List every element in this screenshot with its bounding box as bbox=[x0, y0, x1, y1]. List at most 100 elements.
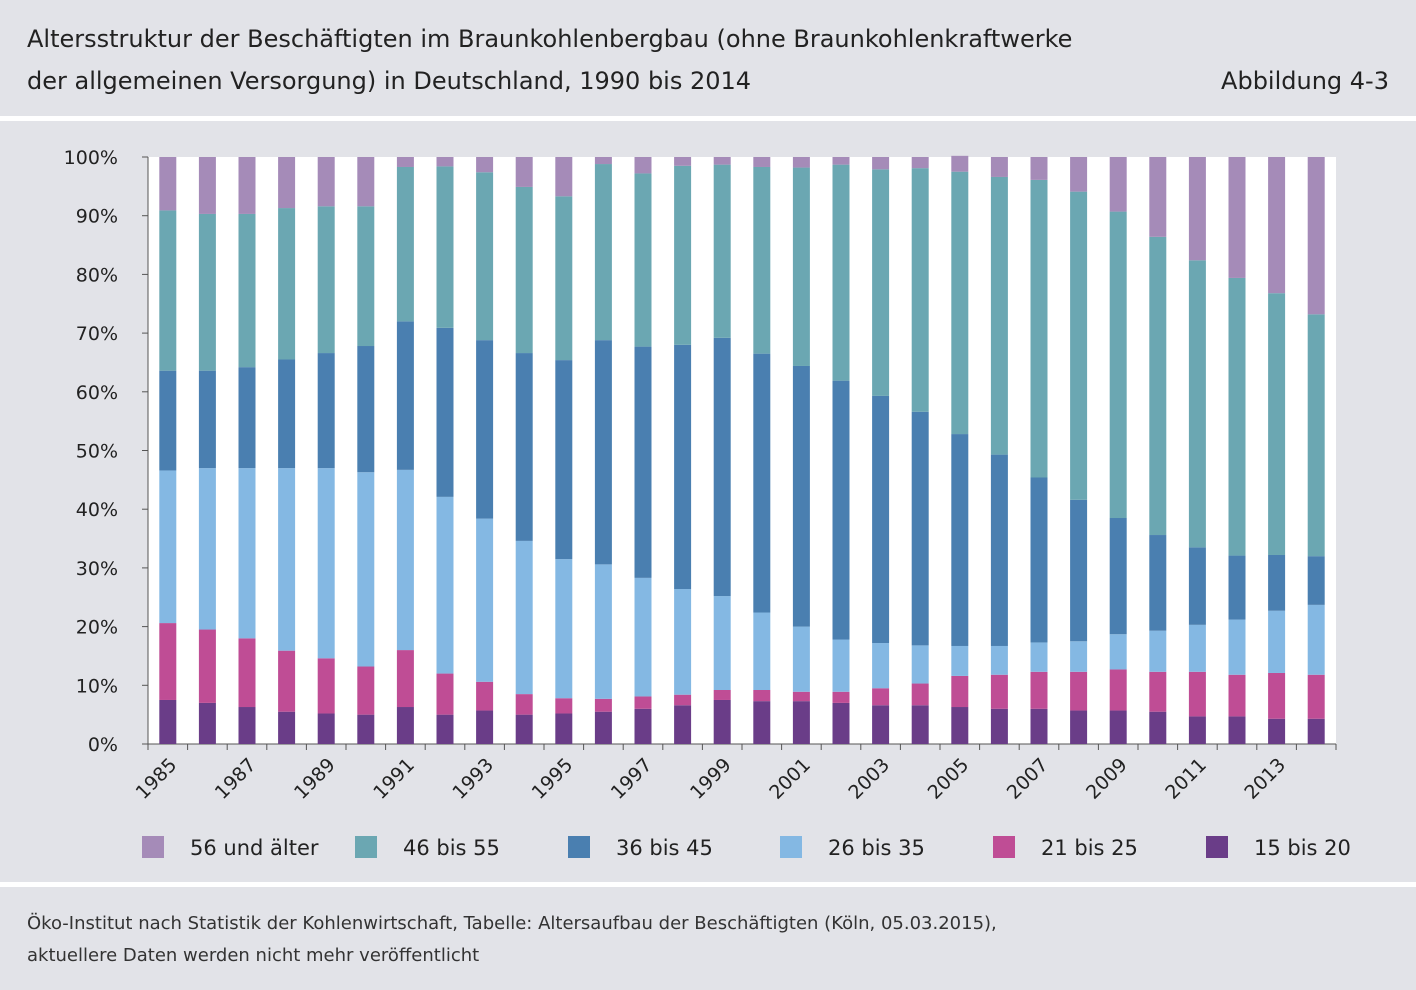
bar-segment bbox=[674, 165, 692, 345]
bar-segment bbox=[357, 666, 375, 715]
stacked-bar-chart: 0% 10% 20% 30% 40% 50% 60% 70% 80% 90% 100% 1985 198… bbox=[64, 147, 1351, 860]
bar-segment bbox=[911, 157, 929, 169]
bar-segment bbox=[159, 157, 177, 211]
legend-label: 21 bis 25 bbox=[1041, 836, 1138, 860]
bar-segment bbox=[792, 167, 810, 366]
legend-swatch bbox=[993, 836, 1015, 858]
y-tick-label: 50% bbox=[76, 441, 118, 463]
bar-segment bbox=[278, 711, 296, 744]
bar-segment bbox=[634, 708, 652, 744]
x-tick-label: 2013 bbox=[1240, 754, 1290, 804]
x-tick-label: 2007 bbox=[1003, 754, 1053, 804]
bar-segment bbox=[753, 701, 771, 744]
bar-segment bbox=[476, 518, 494, 682]
legend-label: 56 und älter bbox=[190, 836, 319, 860]
bar-segment bbox=[159, 470, 177, 624]
bar-segment bbox=[515, 186, 533, 354]
bar-segment bbox=[1070, 671, 1088, 711]
bar-segment bbox=[634, 577, 652, 697]
x-tick-label: 1989 bbox=[290, 754, 340, 804]
y-tick-label: 20% bbox=[76, 617, 118, 639]
bar-segment bbox=[1307, 604, 1325, 675]
figure-label: Abbildung 4-3 bbox=[1221, 67, 1389, 95]
bar-segment bbox=[951, 171, 969, 435]
bar-segment bbox=[357, 206, 375, 347]
source-line-2: aktuellere Daten werden nicht mehr veröf… bbox=[27, 945, 480, 966]
x-tick-label: 2003 bbox=[844, 754, 894, 804]
bar-segment bbox=[1307, 157, 1325, 315]
bar-segment bbox=[1268, 293, 1286, 555]
x-tick-label: 1987 bbox=[211, 754, 261, 804]
bar-segment bbox=[278, 359, 296, 469]
bar-segment bbox=[476, 157, 494, 173]
y-tick-label: 40% bbox=[76, 499, 118, 521]
bar-segment bbox=[713, 689, 731, 700]
bar-segment bbox=[476, 340, 494, 519]
bar-segment bbox=[1268, 718, 1286, 744]
bar-segment bbox=[357, 346, 375, 473]
x-tick-label: 2011 bbox=[1161, 754, 1211, 804]
bar-segment bbox=[238, 213, 256, 368]
bar-segment bbox=[634, 346, 652, 578]
bar-segment bbox=[713, 157, 731, 165]
bar-segment bbox=[238, 367, 256, 469]
y-tick-label: 30% bbox=[76, 558, 118, 580]
legend-label: 46 bis 55 bbox=[403, 836, 500, 860]
bar-segment bbox=[911, 705, 929, 744]
chart-title-line-1: Altersstruktur der Beschäftigten im Brau… bbox=[27, 25, 1073, 53]
bar-segment bbox=[1070, 499, 1088, 642]
bar-segment bbox=[317, 353, 335, 469]
bar-segment bbox=[792, 626, 810, 692]
bar-segment bbox=[1188, 547, 1206, 625]
legend-swatch bbox=[142, 836, 164, 858]
bar-segment bbox=[1109, 211, 1127, 519]
bar-segment bbox=[792, 365, 810, 627]
bar-segment bbox=[674, 157, 692, 166]
bar-segment bbox=[1307, 674, 1325, 719]
bar-segment bbox=[634, 173, 652, 347]
bar-segment bbox=[317, 713, 335, 744]
bar-segment bbox=[396, 469, 414, 651]
bar-segment bbox=[476, 681, 494, 711]
bar-segment bbox=[1030, 671, 1048, 709]
bar-segment bbox=[1228, 619, 1246, 675]
bar-segment bbox=[832, 164, 850, 381]
x-tick-label: 1991 bbox=[369, 754, 419, 804]
bar-segment bbox=[238, 468, 256, 639]
bar-segment bbox=[1030, 477, 1048, 643]
source-line-1: Öko-Institut nach Statistik der Kohlenwi… bbox=[27, 913, 997, 934]
bar-segment bbox=[832, 157, 850, 165]
bar-segment bbox=[396, 650, 414, 708]
bar-segment bbox=[317, 468, 335, 659]
bar-segment bbox=[436, 327, 454, 497]
x-tick-label: 1997 bbox=[607, 754, 657, 804]
bar-segment bbox=[1149, 535, 1167, 631]
bar-segment bbox=[792, 701, 810, 744]
bar-segment bbox=[674, 705, 692, 744]
bar-segment bbox=[238, 638, 256, 708]
bar-segment bbox=[872, 643, 890, 689]
bar-segment bbox=[436, 157, 454, 167]
bar-segment bbox=[832, 702, 850, 744]
bar-segment bbox=[159, 210, 177, 371]
legend-label: 36 bis 45 bbox=[616, 836, 713, 860]
bar-segment bbox=[515, 714, 533, 744]
bar-segment bbox=[555, 698, 573, 714]
bar-segment bbox=[198, 702, 216, 744]
bar-segment bbox=[198, 629, 216, 703]
bar-segment bbox=[1149, 157, 1167, 237]
bar-segment bbox=[1188, 716, 1206, 744]
bar-segment bbox=[515, 540, 533, 695]
bar-segment bbox=[1109, 518, 1127, 635]
x-tick-label: 2005 bbox=[924, 754, 974, 804]
bar-segment bbox=[990, 708, 1008, 744]
bar-segment bbox=[198, 213, 216, 371]
bar-segment bbox=[238, 157, 256, 214]
bar-segment bbox=[555, 559, 573, 699]
bar-segment bbox=[436, 166, 454, 328]
bar-segment bbox=[555, 360, 573, 560]
bar-segment bbox=[674, 344, 692, 590]
bar-segment bbox=[1268, 610, 1286, 673]
legend-swatch bbox=[568, 836, 590, 858]
bar-segment bbox=[1228, 277, 1246, 556]
